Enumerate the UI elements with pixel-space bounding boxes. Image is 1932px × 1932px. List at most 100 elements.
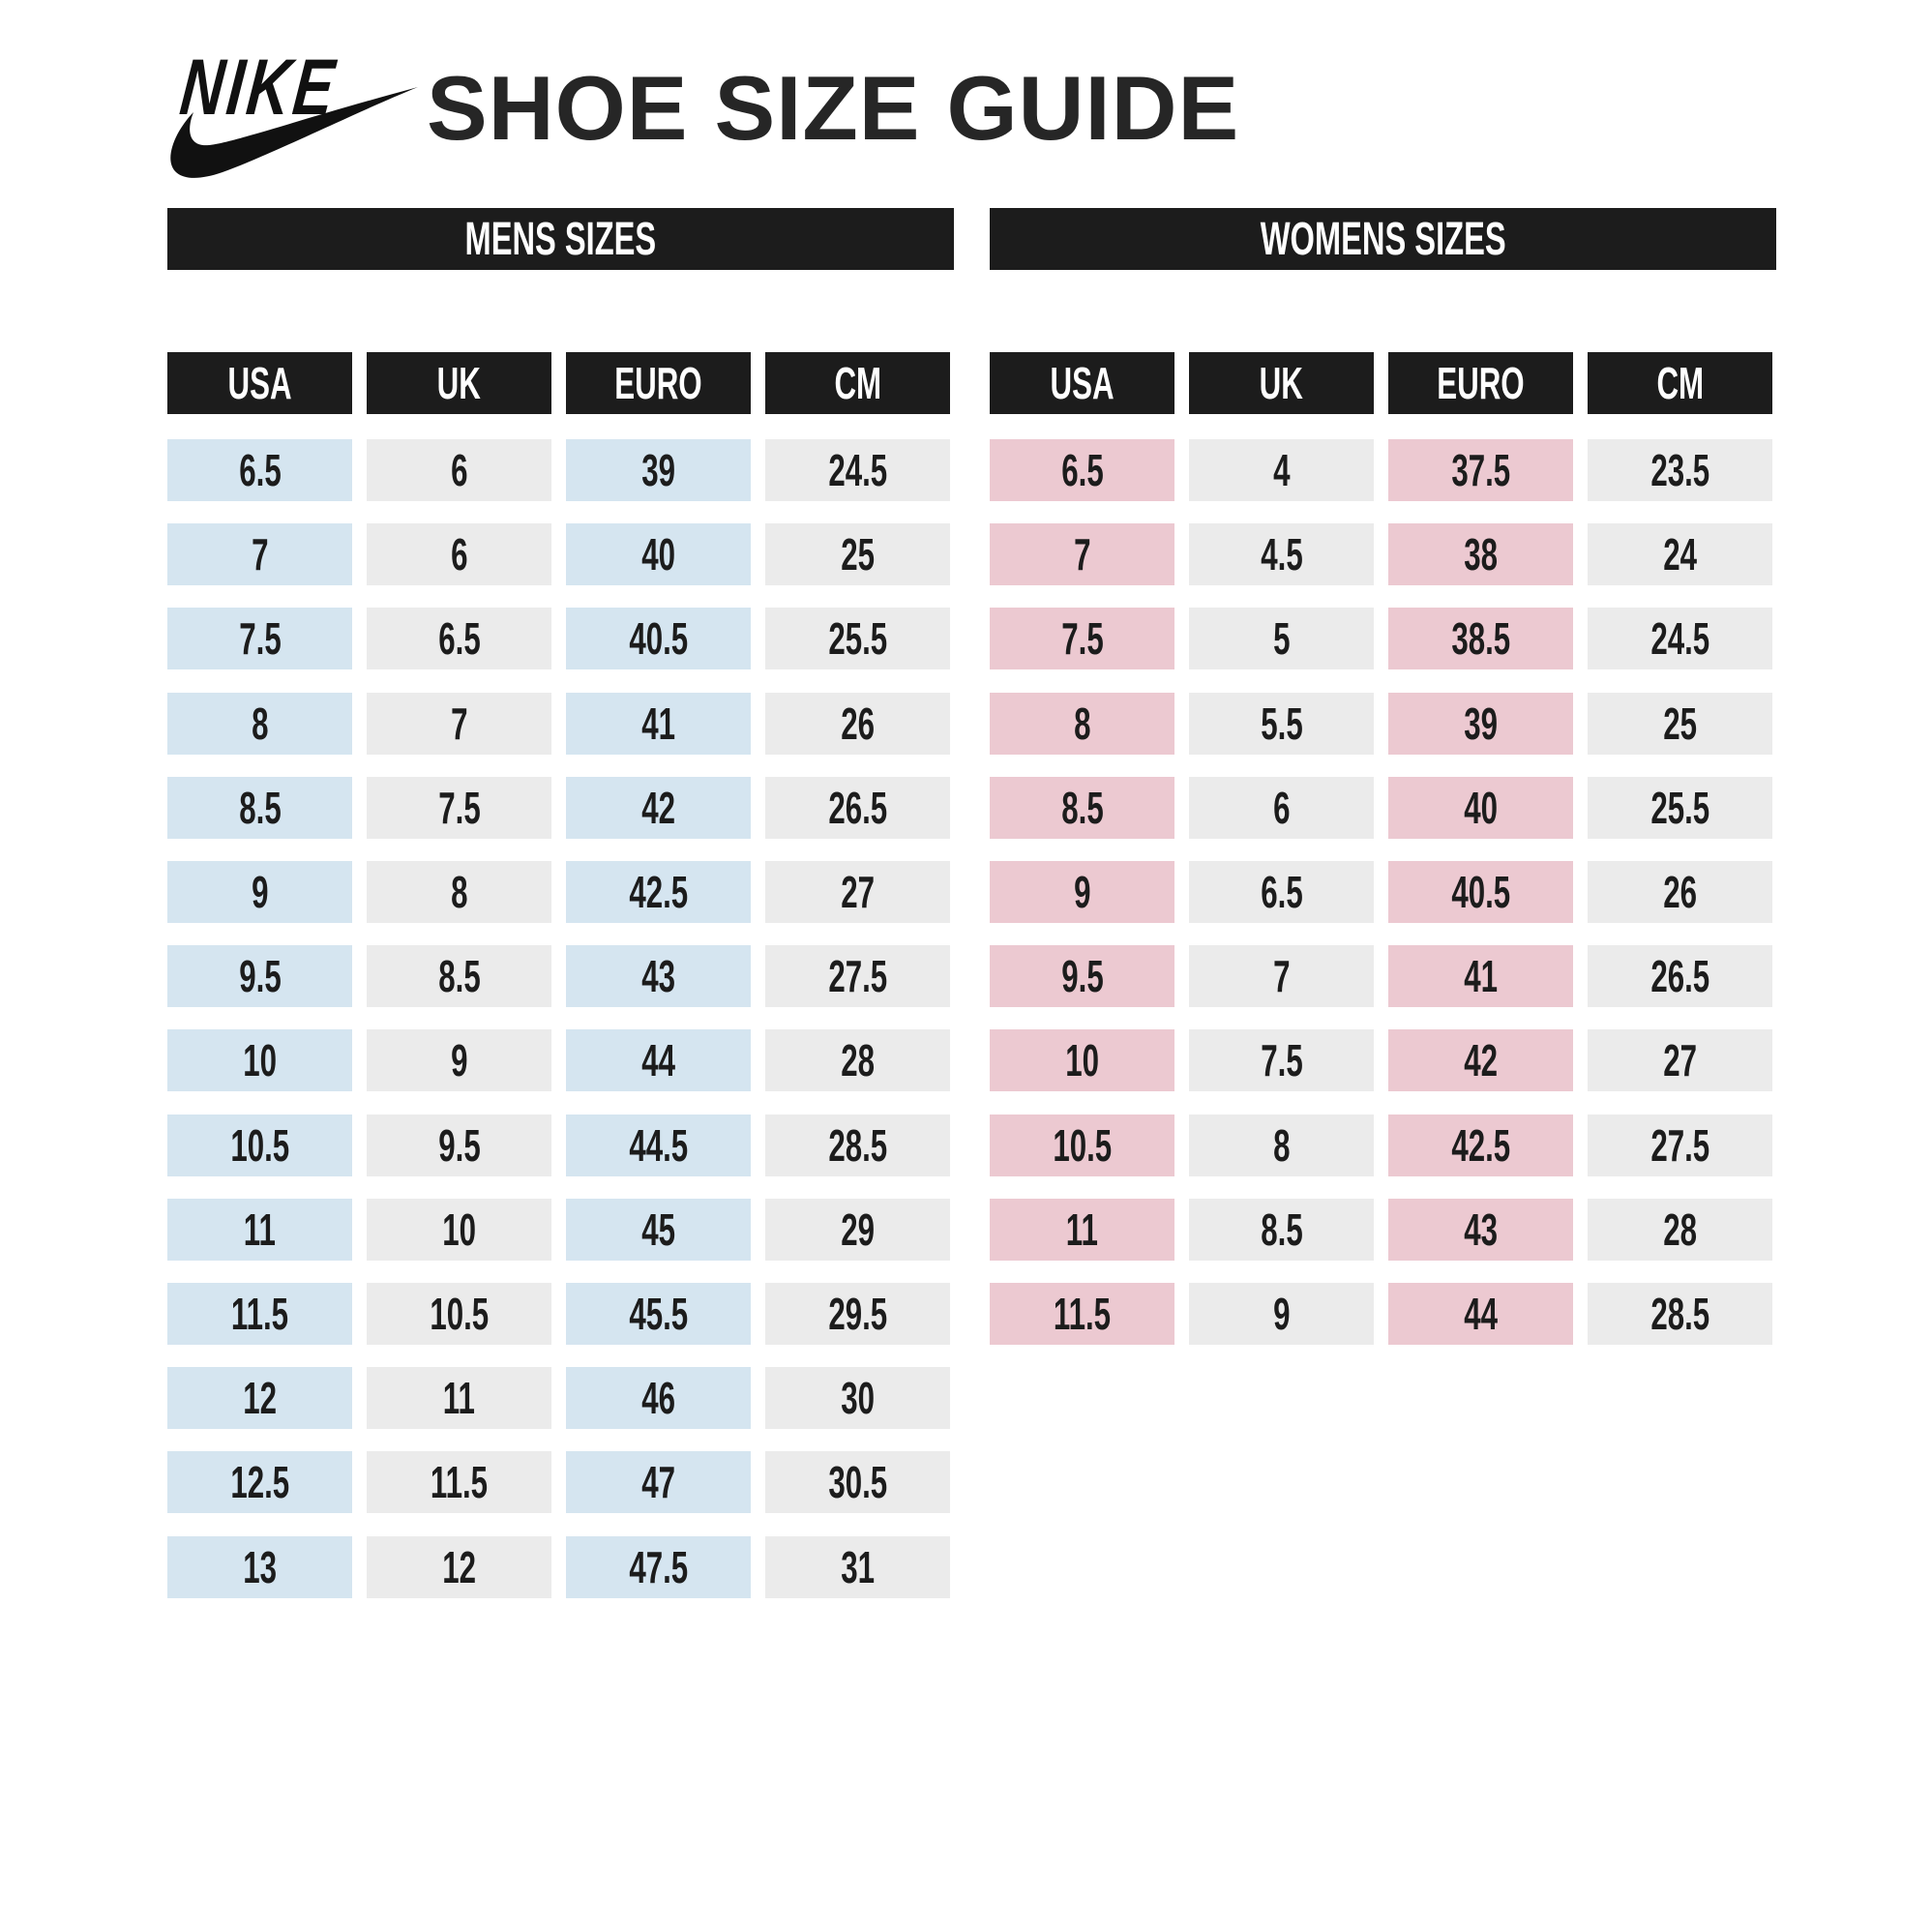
size-cell-text: 45 [641,1204,675,1255]
size-cell: 43 [1388,1198,1573,1261]
size-cell-text: 25.5 [828,613,887,665]
size-cell-text: 38 [1464,529,1498,580]
column-header-uk-text: UK [436,358,482,408]
size-cell-text: 26.5 [1650,951,1709,1002]
size-cell: 10 [167,1029,352,1092]
size-cell: 42 [566,776,751,839]
size-cell-text: 4 [1272,445,1291,495]
size-cell: 13 [167,1535,352,1598]
womens-title: WOMENS SIZES [1260,213,1506,265]
size-cell-text: 39 [1464,698,1498,749]
size-cell-text: 6 [450,529,468,580]
size-cell-text: 6.5 [1260,867,1303,917]
size-cell-text: 11 [1065,1204,1099,1255]
size-cell-text: 28 [841,1035,875,1086]
size-cell: 30 [765,1367,950,1430]
size-cell-text: 10.5 [430,1289,489,1339]
size-cell: 25.5 [765,608,950,670]
column-header-uk-text: UK [1259,358,1304,408]
size-cell: 11 [167,1198,352,1261]
size-cell: 27 [765,861,950,923]
size-cell-text: 23.5 [1650,445,1709,495]
size-cell-text: 40 [641,529,675,580]
size-cell-text: 37.5 [1451,445,1510,495]
size-cell-text: 9 [1073,867,1091,917]
size-cell-text: 40.5 [1451,867,1510,917]
size-cell-text: 6 [450,445,468,495]
size-cell: 26.5 [765,776,950,839]
nike-logo: NIKE [170,44,418,178]
size-cell: 26.5 [1588,945,1772,1008]
size-cell-text: 26 [1663,867,1697,917]
size-cell: 10 [367,1198,551,1261]
size-cell-text: 8.5 [437,951,481,1002]
size-cell-text: 6.5 [1060,445,1104,495]
size-cell: 40.5 [566,608,751,670]
size-cell: 46 [566,1367,751,1430]
size-cell: 24 [1588,523,1772,586]
size-cell: 41 [566,692,751,755]
size-cell: 27 [1588,1029,1772,1092]
size-cell-text: 43 [641,951,675,1002]
size-cell-text: 46 [641,1373,675,1424]
size-cell-text: 40 [1464,782,1498,833]
column-header-euro-text: EURO [614,358,702,408]
column-header-uk: UK [367,352,551,414]
size-cell-text: 5.5 [1260,698,1303,749]
size-cell: 6 [367,439,551,501]
size-cell-text: 42.5 [629,867,688,917]
size-cell-text: 7 [450,698,468,749]
size-cell: 40.5 [1388,861,1573,923]
size-cell: 11.5 [167,1283,352,1345]
size-cell-text: 10.5 [1053,1119,1112,1171]
size-cell-text: 8.5 [1260,1204,1303,1255]
size-cell-text: 31 [841,1541,875,1592]
size-cell: 44 [1388,1283,1573,1345]
size-cell: 7 [167,523,352,586]
column-header-cm: CM [765,352,950,414]
size-cell-text: 7.5 [238,613,282,665]
size-cell: 28.5 [1588,1283,1772,1345]
size-cell-text: 38.5 [1451,613,1510,665]
size-cell: 7.5 [990,608,1174,670]
size-cell: 8 [367,861,551,923]
size-cell: 4 [1189,439,1374,501]
size-cell: 9.5 [167,945,352,1008]
size-cell: 6.5 [367,608,551,670]
size-cell-text: 26 [841,698,875,749]
page-title: SHOE SIZE GUIDE [427,57,1240,159]
size-cell-text: 41 [1464,951,1498,1002]
size-cell: 8.5 [1189,1198,1374,1261]
size-cell: 7.5 [1189,1029,1374,1092]
size-cell: 6 [367,523,551,586]
size-cell: 28 [1588,1198,1772,1261]
size-cell-text: 9.5 [437,1119,481,1171]
size-cell-text: 6.5 [437,613,481,665]
size-cell: 6.5 [1189,861,1374,923]
size-cell-text: 10 [243,1035,277,1086]
size-cell: 10.5 [990,1114,1174,1176]
size-cell: 42.5 [566,861,751,923]
size-cell: 24.5 [765,439,950,501]
size-cell: 8 [167,692,352,755]
column-header-euro: EURO [566,352,751,414]
size-cell: 29.5 [765,1283,950,1345]
size-cell: 38.5 [1388,608,1573,670]
size-cell: 8.5 [990,776,1174,839]
size-cell: 11.5 [367,1451,551,1514]
size-cell: 4.5 [1189,523,1374,586]
size-cell: 25.5 [1588,776,1772,839]
column-header-usa: USA [990,352,1174,414]
size-cell: 26 [765,692,950,755]
size-cell: 40 [566,523,751,586]
size-cell: 27.5 [1588,1114,1772,1176]
size-cell: 7 [990,523,1174,586]
size-cell-text: 10 [442,1204,476,1255]
size-cell-text: 8 [450,867,468,917]
size-cell: 7 [1189,945,1374,1008]
column-header-cm-text: CM [1656,358,1704,408]
size-cell-text: 47 [641,1457,675,1508]
size-cell: 8.5 [367,945,551,1008]
size-cell: 28 [765,1029,950,1092]
size-cell: 25 [1588,692,1772,755]
